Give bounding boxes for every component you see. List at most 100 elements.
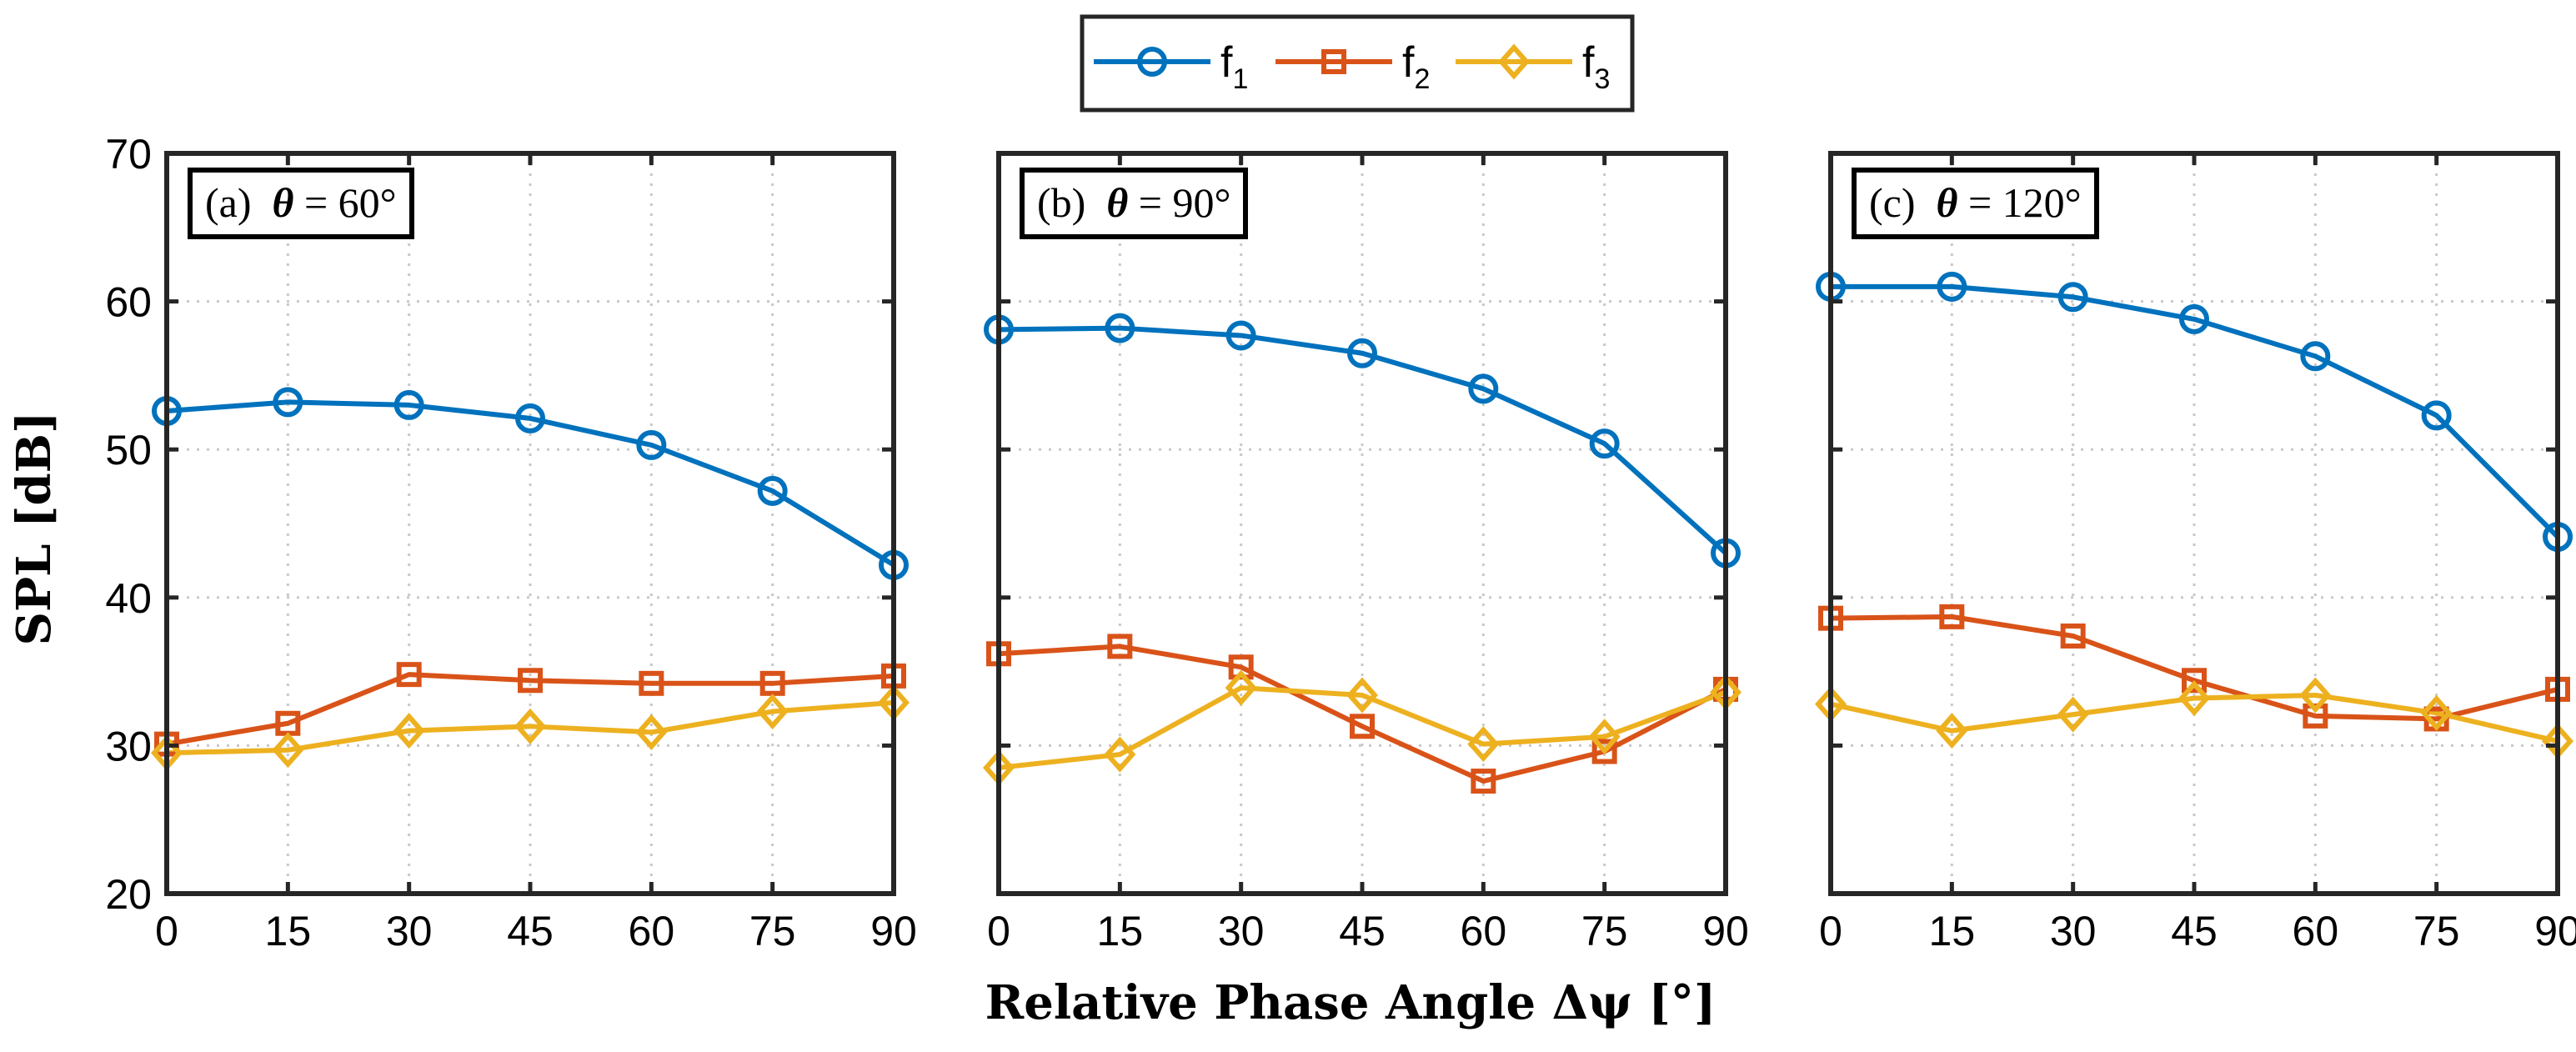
data-point-f2 (2182, 668, 2207, 694)
panel-1: 0 15 30 45 60 75 90 20 30 40 50 60 70 (a) θ = 60° (105, 131, 916, 954)
x-tick-label: 0 (987, 908, 1010, 954)
x-tick-label: 15 (265, 908, 312, 954)
data-point-f1 (1347, 338, 1377, 368)
panel-2: 0 15 30 45 60 75 90 (b) θ = 90° (982, 151, 1749, 954)
panel-label-prefix: (b) (1037, 179, 1106, 226)
data-point-f3 (1588, 719, 1621, 755)
legend-label-sub: 1 (1232, 63, 1248, 95)
data-point-f3 (514, 708, 547, 744)
data-point-f3 (1225, 669, 1257, 706)
legend-marker (1321, 49, 1346, 74)
data-point-f2 (2060, 623, 2086, 649)
data-point-f1 (2421, 400, 2452, 431)
panel-label-value: = 120° (1957, 179, 2081, 226)
panel-3: 0 15 30 45 60 75 90 (c) θ = 120° (1814, 151, 2576, 954)
data-point-f2 (1591, 739, 1617, 764)
data-point-f3 (1936, 713, 1968, 749)
panel-label-symbol: θ (273, 179, 294, 226)
x-tick-label: 15 (1097, 908, 1144, 954)
data-point-f1 (2179, 303, 2209, 334)
x-tick-label: 15 (1929, 908, 1976, 954)
x-tick-label: 90 (870, 908, 917, 954)
panel-label-box (188, 168, 414, 239)
x-tick-label: 45 (507, 908, 554, 954)
panel-label-value: = 60° (293, 179, 396, 226)
x-tick-label: 60 (1461, 908, 1507, 954)
legend-label: f3 (1582, 38, 1610, 95)
series-line-f3 (166, 699, 895, 756)
y-tick-label: 70 (105, 131, 152, 178)
data-point-f2 (1471, 769, 1496, 794)
panel-label: (c) θ = 120° (1852, 168, 2099, 239)
data-point-f2 (1939, 604, 1965, 629)
x-tick-label: 30 (1218, 908, 1265, 954)
data-point-f1 (1589, 428, 1620, 459)
data-point-f3 (635, 714, 668, 750)
data-point-f1 (1937, 271, 1967, 302)
data-point-f3 (2299, 677, 2332, 714)
legend-label-sub: 3 (1594, 63, 1610, 95)
data-point-f3 (1104, 736, 1136, 773)
y-tick-label: 30 (105, 723, 152, 769)
panel-label-value: = 90° (1128, 179, 1230, 226)
panel-label-text: (a) θ = 60° (205, 179, 397, 226)
panel-label-text: (c) θ = 120° (1869, 179, 2082, 226)
series-line-f1 (998, 325, 1728, 555)
x-tick-label: 45 (2171, 908, 2218, 954)
series-line-f3 (1830, 693, 2558, 744)
data-point-f1 (1225, 320, 1256, 351)
legend-marker (1497, 43, 1531, 80)
series-line-f1 (1831, 283, 2560, 539)
data-point-f3 (393, 713, 425, 749)
legend-label: f2 (1402, 38, 1430, 95)
legend-marker (1137, 47, 1167, 77)
legend-label-sub: 2 (1414, 63, 1430, 95)
data-point-f3 (2057, 696, 2089, 733)
panel-label: (b) θ = 90° (1020, 168, 1248, 239)
panel-label-prefix: (c) (1869, 179, 1937, 226)
panel-label-symbol: θ (1937, 179, 1958, 226)
y-axis-title: SPL [dB] (7, 412, 62, 646)
panels: 0 15 30 45 60 75 90 20 30 40 50 60 70 (a) θ = 60° 0 15 3… (105, 131, 2576, 954)
legend-entry-f1: f1 (1094, 38, 1248, 95)
data-point-f1 (757, 475, 788, 506)
legend-entry-f2: f2 (1275, 38, 1430, 95)
data-point-f3 (1346, 677, 1379, 714)
legend: f1 f2 f3 (1080, 14, 1635, 113)
data-point-f1 (2300, 341, 2331, 372)
panel-label-box (1020, 168, 1248, 239)
data-point-f3 (1467, 726, 1500, 763)
y-tick-label: 60 (105, 279, 152, 326)
data-point-f3 (756, 694, 789, 730)
data-point-f3 (2178, 680, 2211, 717)
data-point-f1 (636, 429, 667, 460)
x-tick-label: 75 (749, 908, 796, 954)
data-point-f2 (518, 668, 543, 694)
x-tick-label: 75 (1581, 908, 1628, 954)
data-point-f3 (2420, 694, 2453, 731)
legend-label-main: f (1402, 38, 1415, 87)
legend-label: f1 (1220, 38, 1248, 95)
data-point-f2 (1350, 714, 1375, 739)
data-point-f1 (2057, 282, 2088, 313)
data-point-f2 (1107, 634, 1133, 659)
data-point-f1 (273, 387, 303, 418)
data-point-f1 (393, 389, 424, 420)
x-tick-label: 30 (386, 908, 433, 954)
panel-label-text: (b) θ = 90° (1037, 179, 1230, 226)
y-tick-label: 40 (105, 575, 152, 622)
panel-label-symbol: θ (1106, 179, 1128, 226)
panel-label-prefix: (a) (205, 179, 273, 226)
data-point-f2 (639, 670, 664, 696)
series-line-f1 (166, 399, 895, 568)
y-tick-label: 20 (105, 871, 152, 918)
x-axis-title: Relative Phase Angle Δψ [°] (985, 975, 1716, 1030)
data-point-f1 (515, 403, 545, 433)
y-tick-label: 50 (105, 427, 152, 473)
x-tick-label: 75 (2413, 908, 2460, 954)
x-tick-label: 30 (2050, 908, 2097, 954)
data-point-f2 (759, 670, 785, 696)
data-point-f3 (272, 732, 304, 769)
x-tick-label: 0 (155, 908, 178, 954)
x-tick-label: 90 (1702, 908, 1749, 954)
